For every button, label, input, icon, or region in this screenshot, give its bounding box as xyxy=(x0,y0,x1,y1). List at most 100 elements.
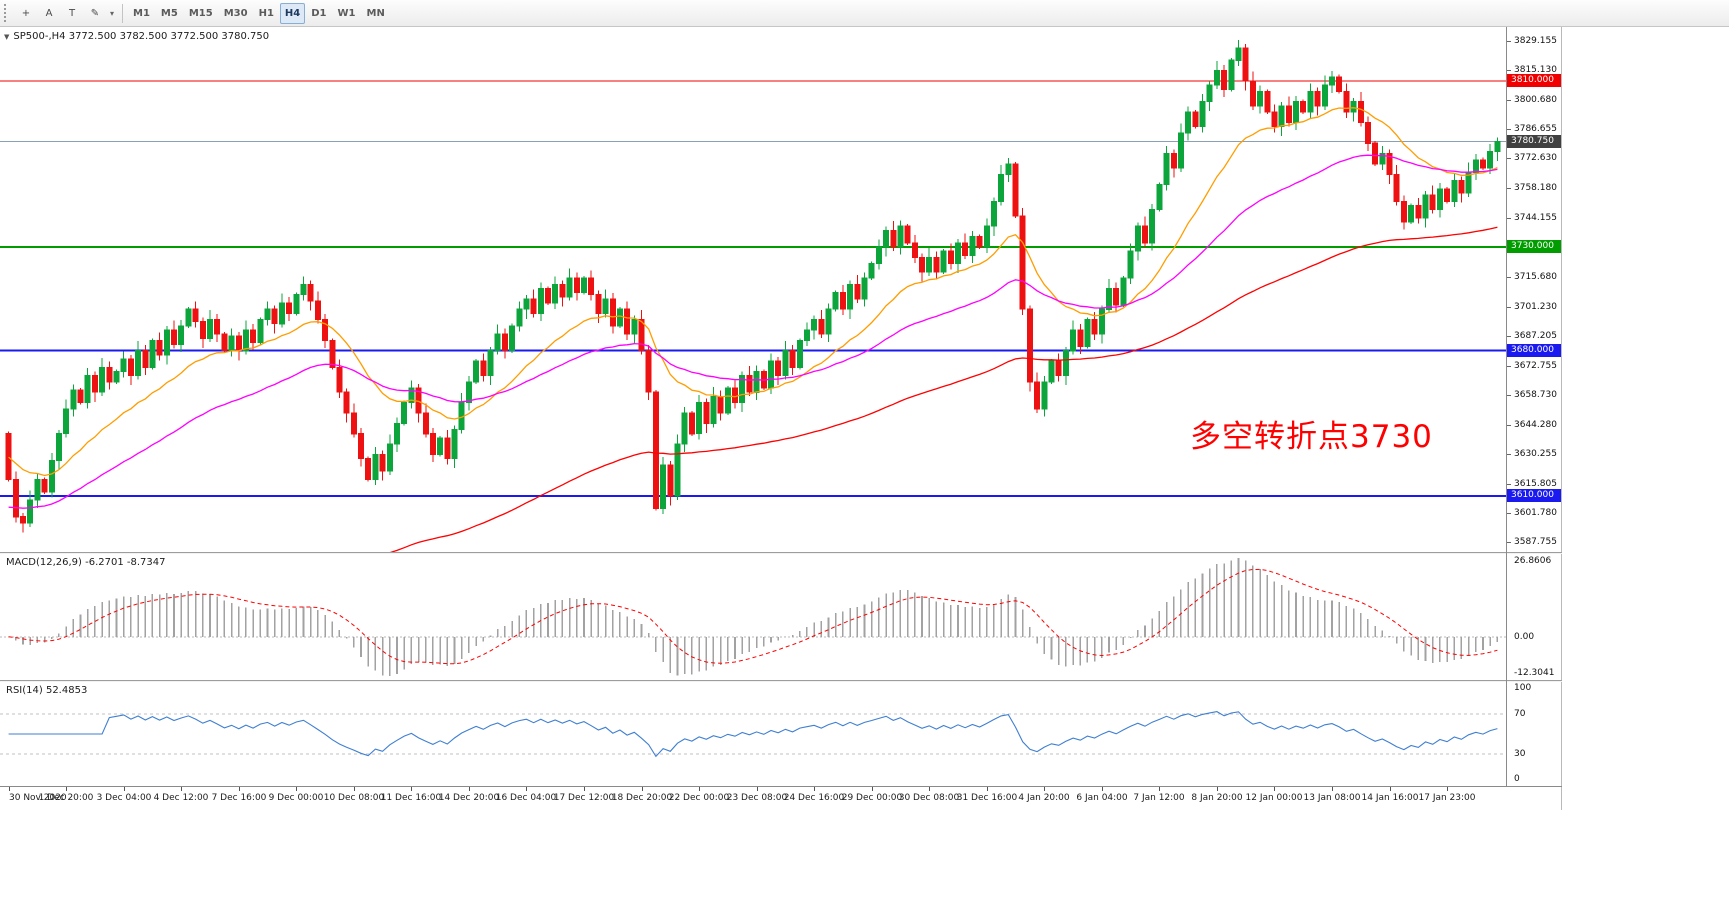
chart-window: ▼ SP500-,H4 3772.500 3782.500 3772.500 3… xyxy=(0,27,1562,810)
level-price-tag: 3810.000 xyxy=(1507,74,1561,87)
time-axis-tick xyxy=(929,787,930,791)
time-axis-tick xyxy=(699,787,700,791)
time-axis-tick xyxy=(469,787,470,791)
price-axis-label: 3715.680 xyxy=(1514,272,1557,282)
price-axis[interactable]: 3829.155 3815.130 3800.680 3786.655 3772.630… xyxy=(1506,27,1562,786)
time-axis-label: 22 Dec 00:00 xyxy=(668,793,730,803)
draw-tools-dropdown-icon[interactable]: ▾ xyxy=(107,3,117,24)
symbol-ohlc-text: SP500-,H4 3772.500 3782.500 3772.500 378… xyxy=(13,31,270,42)
time-axis-tick xyxy=(1102,787,1103,791)
rsi-plot[interactable] xyxy=(0,682,1506,786)
price-axis-tick xyxy=(1507,395,1511,396)
price-axis-tick xyxy=(1507,366,1511,367)
draw-tools-button[interactable]: ✎ xyxy=(84,3,106,24)
timeframe-m5[interactable]: M5 xyxy=(156,3,183,24)
time-axis-label: 7 Dec 16:00 xyxy=(211,793,267,803)
time-axis-tick xyxy=(1159,787,1160,791)
candles-layer xyxy=(5,40,1501,533)
macd-signal-line xyxy=(8,568,1498,665)
toolbar-grip[interactable] xyxy=(4,4,11,22)
time-axis-label: 29 Dec 00:00 xyxy=(841,793,903,803)
time-axis-label: 4 Dec 12:00 xyxy=(153,793,209,803)
time-axis-tick xyxy=(526,787,527,791)
rsi-line xyxy=(8,711,1498,758)
time-axis-label: 9 Dec 00:00 xyxy=(268,793,324,803)
price-axis-tick xyxy=(1507,158,1511,159)
rsi-axis-label: 30 xyxy=(1514,749,1526,759)
time-axis-tick xyxy=(872,787,873,791)
text-box-button[interactable]: T xyxy=(61,3,83,24)
timeframe-d1[interactable]: D1 xyxy=(306,3,331,24)
time-axis[interactable]: 30 Nov 2020 1 Dec 20:00 3 Dec 04:00 4 Dec 1… xyxy=(0,786,1562,810)
timeframe-w1[interactable]: W1 xyxy=(333,3,361,24)
price-axis-label: 3829.155 xyxy=(1514,36,1557,46)
timeframe-m30[interactable]: M30 xyxy=(219,3,253,24)
price-axis-tick xyxy=(1507,484,1511,485)
price-axis-label: 3601.780 xyxy=(1514,508,1557,518)
time-axis-label: 17 Dec 12:00 xyxy=(553,793,615,803)
time-axis-label: 31 Dec 16:00 xyxy=(956,793,1018,803)
time-axis-label: 18 Dec 20:00 xyxy=(611,793,673,803)
level-price-tag: 3730.000 xyxy=(1507,240,1561,253)
time-axis-label: 17 Jan 23:00 xyxy=(1418,793,1476,803)
time-axis-tick xyxy=(66,787,67,791)
level-price-tag: 3610.000 xyxy=(1507,489,1561,502)
top-toolbar: + A T ✎ ▾ M1 M5 M15 M30 H1 H4 D1 W1 MN xyxy=(0,0,1729,27)
price-axis-tick xyxy=(1507,100,1511,101)
macd-axis-label: 26.8606 xyxy=(1514,556,1552,566)
symbol-dropdown-icon[interactable]: ▼ xyxy=(4,32,10,41)
time-axis-label: 3 Dec 04:00 xyxy=(96,793,152,803)
crosshair-button[interactable]: + xyxy=(15,3,37,24)
macd-plot[interactable] xyxy=(0,554,1506,680)
price-axis-tick xyxy=(1507,336,1511,337)
time-axis-tick xyxy=(757,787,758,791)
time-axis-label: 8 Jan 20:00 xyxy=(1191,793,1243,803)
price-axis-label: 3630.255 xyxy=(1514,449,1557,459)
time-axis-label: 13 Jan 08:00 xyxy=(1303,793,1361,803)
price-axis-tick xyxy=(1507,454,1511,455)
timeframe-mn[interactable]: MN xyxy=(362,3,390,24)
main-chart-plot[interactable] xyxy=(0,27,1506,552)
time-axis-tick xyxy=(124,787,125,791)
pane-separator-rsi[interactable] xyxy=(0,680,1562,682)
current-price-tag: 3780.750 xyxy=(1507,135,1561,148)
time-axis-label: 11 Dec 16:00 xyxy=(380,793,442,803)
text-label-button[interactable]: A xyxy=(38,3,60,24)
price-axis-label: 3744.155 xyxy=(1514,213,1557,223)
timeframe-group: M1 M5 M15 M30 H1 H4 D1 W1 MN xyxy=(128,2,390,24)
pane-separator-macd[interactable] xyxy=(0,552,1562,554)
timeframe-m15[interactable]: M15 xyxy=(184,3,218,24)
time-axis-label: 14 Jan 16:00 xyxy=(1361,793,1419,803)
ma-slow-line xyxy=(389,226,1498,552)
time-axis-tick xyxy=(1274,787,1275,791)
price-axis-label: 3615.805 xyxy=(1514,479,1557,489)
symbol-ohlc-readout: ▼ SP500-,H4 3772.500 3782.500 3772.500 3… xyxy=(4,31,269,42)
price-axis-tick xyxy=(1507,513,1511,514)
price-axis-label: 3658.730 xyxy=(1514,390,1557,400)
price-axis-tick xyxy=(1507,188,1511,189)
time-axis-tick xyxy=(181,787,182,791)
time-axis-tick xyxy=(1044,787,1045,791)
price-axis-tick xyxy=(1507,425,1511,426)
price-axis-tick xyxy=(1507,218,1511,219)
price-axis-tick xyxy=(1507,41,1511,42)
drawing-tools-group: + A T ✎ ▾ xyxy=(15,3,117,24)
ma-fast-line xyxy=(8,107,1498,477)
rsi-axis-label: 0 xyxy=(1514,774,1520,784)
timeframe-m1[interactable]: M1 xyxy=(128,3,155,24)
timeframe-h4[interactable]: H4 xyxy=(279,2,306,24)
toolbar-separator xyxy=(122,3,123,23)
price-axis-label: 3758.180 xyxy=(1514,183,1557,193)
time-axis-tick xyxy=(1447,787,1448,791)
time-axis-tick xyxy=(296,787,297,791)
time-axis-tick xyxy=(9,787,10,791)
price-axis-label: 3701.230 xyxy=(1514,302,1557,312)
ma-mid-line xyxy=(8,154,1498,509)
time-axis-label: 10 Dec 08:00 xyxy=(323,793,385,803)
price-axis-label: 3815.130 xyxy=(1514,65,1557,75)
time-axis-tick xyxy=(354,787,355,791)
time-axis-tick xyxy=(584,787,585,791)
time-axis-tick xyxy=(642,787,643,791)
chart-annotation-text[interactable]: 多空转折点3730 xyxy=(1190,419,1433,455)
timeframe-h1[interactable]: H1 xyxy=(254,3,279,24)
